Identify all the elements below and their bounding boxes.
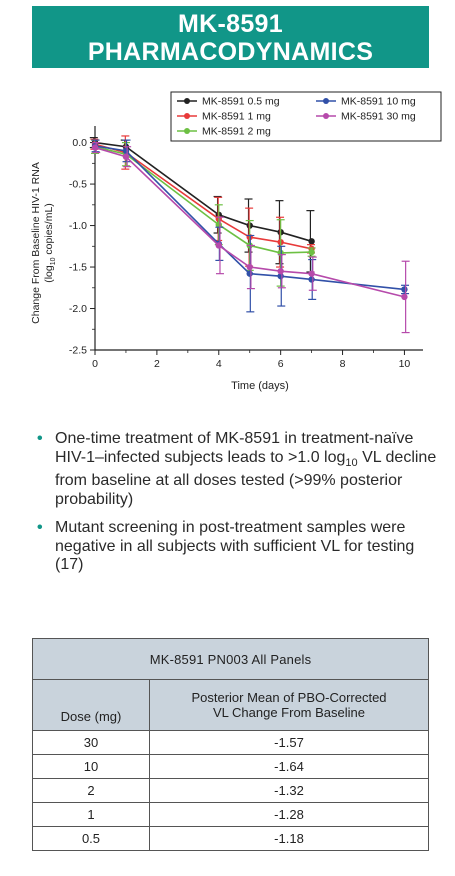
legend-swatch-marker bbox=[323, 113, 329, 119]
x-tick-label: 2 bbox=[154, 358, 160, 370]
legend-swatch-marker bbox=[323, 98, 329, 104]
data-point bbox=[122, 153, 130, 160]
title-banner: MK-8591 PHARMACODYNAMICS bbox=[32, 6, 429, 68]
table-cell-value: -1.64 bbox=[149, 754, 429, 779]
bullet-marker: • bbox=[37, 519, 43, 537]
data-point bbox=[277, 267, 284, 275]
table-row: 0.5 -1.18 bbox=[32, 826, 429, 851]
line-chart: 0.0 -0.5 -1.0 -1.5 -2.0 -2.5 0 2 4 6 8 10 MK-8591 0… bbox=[30, 91, 442, 392]
column-header-dose-label: Dose (mg) bbox=[60, 709, 122, 724]
y-tick-label: -0.5 bbox=[69, 179, 87, 191]
legend-label: MK-8591 10 mg bbox=[341, 96, 416, 108]
series-line bbox=[94, 143, 312, 250]
table-row: 30 -1.57 bbox=[32, 730, 429, 755]
data-point bbox=[308, 270, 315, 277]
x-tick-label: 0 bbox=[92, 358, 98, 370]
column-header-dose: Dose (mg) bbox=[32, 679, 150, 731]
legend-box bbox=[170, 91, 442, 142]
table-title: MK-8591 PN003 All Panels bbox=[32, 638, 429, 680]
table-cell-value: -1.32 bbox=[149, 778, 429, 803]
data-point bbox=[91, 144, 99, 151]
finding-text-part2: VL decline from baseline at all doses te… bbox=[55, 448, 437, 508]
y-tick-label: -2.0 bbox=[69, 303, 87, 315]
x-tick-label: 6 bbox=[278, 358, 284, 370]
finding-text-part1: One-time treatment of MK-8591 in treatme… bbox=[55, 430, 414, 466]
series-line bbox=[94, 141, 312, 243]
legend-label: MK-8591 30 mg bbox=[341, 111, 416, 123]
results-table: MK-8591 PN003 All Panels Dose (mg) Poste… bbox=[32, 638, 429, 851]
table-row: 1 -1.28 bbox=[32, 802, 429, 827]
table-cell-dose: 10 bbox=[32, 754, 150, 779]
table-row: 10 -1.64 bbox=[32, 754, 429, 779]
data-point bbox=[401, 293, 408, 301]
findings-list: • One-time treatment of MK-8591 in treat… bbox=[37, 430, 447, 585]
column-header-value-line1: Posterior Mean of PBO-Corrected bbox=[191, 690, 387, 705]
chart-series-layer bbox=[89, 135, 410, 334]
banner-title-line2: PHARMACODYNAMICS bbox=[87, 38, 374, 66]
legend-swatch-marker bbox=[184, 113, 190, 119]
y-tick-label: -1.0 bbox=[69, 220, 87, 232]
legend-label: MK-8591 1 mg bbox=[202, 111, 271, 123]
data-point bbox=[246, 263, 253, 271]
data-point bbox=[308, 238, 315, 245]
table-cell-value: -1.28 bbox=[149, 802, 429, 827]
finding-item: • One-time treatment of MK-8591 in treat… bbox=[37, 430, 447, 509]
data-point bbox=[246, 270, 253, 277]
data-point bbox=[215, 242, 222, 249]
column-header-value: Posterior Mean of PBO-Corrected VL Chang… bbox=[149, 679, 429, 731]
table-cell-dose: 2 bbox=[32, 778, 150, 803]
table-row: 2 -1.32 bbox=[32, 778, 429, 803]
table-cell-value: -1.18 bbox=[149, 826, 429, 851]
banner-title-line1: MK-8591 bbox=[178, 10, 283, 38]
y-axis-label-line2: (log10 copies/mL) bbox=[43, 203, 57, 283]
data-point bbox=[401, 286, 408, 293]
chart-legend: MK-8591 0.5 mg MK-8591 1 mg MK-8591 2 mg MK… bbox=[170, 91, 442, 142]
series-mk-8591-30-mg bbox=[91, 141, 410, 334]
chart-axes: 0.0 -0.5 -1.0 -1.5 -2.0 -2.5 0 2 4 6 8 10 bbox=[69, 126, 423, 370]
column-header-value-line2: VL Change From Baseline bbox=[213, 705, 365, 720]
table-cell-dose: 30 bbox=[32, 730, 150, 755]
legend-label: MK-8591 2 mg bbox=[202, 126, 271, 138]
finding-text-subscript: 10 bbox=[345, 456, 358, 469]
bullet-marker: • bbox=[37, 430, 43, 447]
y-tick-label: -1.5 bbox=[69, 262, 87, 274]
x-tick-label: 4 bbox=[216, 358, 222, 370]
series-line bbox=[94, 145, 312, 254]
legend-swatch-marker bbox=[184, 128, 190, 134]
x-tick-label: 8 bbox=[340, 358, 346, 370]
legend-label: MK-8591 0.5 mg bbox=[202, 96, 280, 108]
y-axis-label-line1: Change From Baseline HIV-1 RNA bbox=[30, 162, 42, 324]
table-cell-dose: 1 bbox=[32, 802, 150, 827]
x-axis-label: Time (days) bbox=[231, 380, 289, 392]
table-cell-value: -1.57 bbox=[149, 730, 429, 755]
x-tick-label: 10 bbox=[399, 358, 411, 370]
y-tick-label: -2.5 bbox=[69, 345, 87, 357]
legend-swatch-marker bbox=[184, 98, 190, 104]
data-point bbox=[122, 147, 130, 155]
y-tick-label: 0.0 bbox=[72, 137, 87, 149]
data-point bbox=[308, 276, 315, 283]
table-cell-dose: 0.5 bbox=[32, 826, 150, 851]
data-point bbox=[308, 248, 315, 256]
chart-container: 0.0 -0.5 -1.0 -1.5 -2.0 -2.5 0 2 4 6 8 10 MK-8591 0… bbox=[25, 88, 445, 403]
finding-item: • Mutant screening in post-treatment sam… bbox=[37, 519, 447, 575]
finding-text: Mutant screening in post-treatment sampl… bbox=[55, 519, 415, 574]
